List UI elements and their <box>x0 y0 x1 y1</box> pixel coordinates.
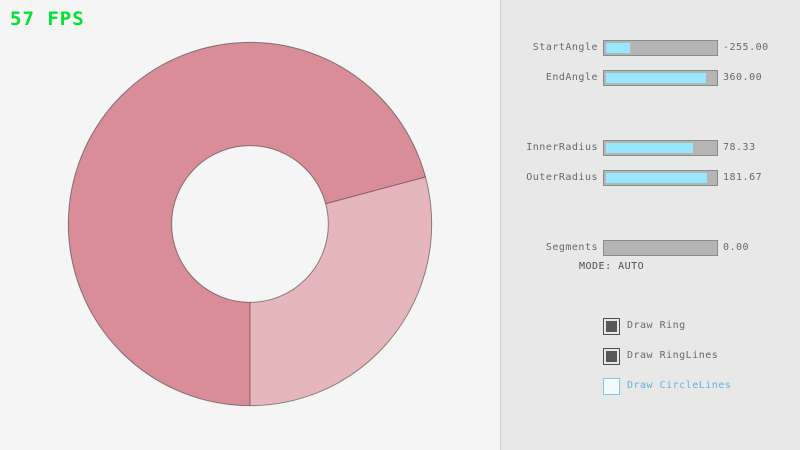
checkbox-row: Draw Ring <box>603 318 793 335</box>
controls-panel: StartAngle -255.00 EndAngle 360.00 Inner… <box>500 0 800 450</box>
end-angle-slider[interactable] <box>603 70 718 86</box>
slider-row: Segments 0.00 <box>501 240 800 256</box>
slider-fill <box>606 43 630 53</box>
slider-value: 181.67 <box>723 172 763 183</box>
draw-ringlines-checkbox[interactable] <box>603 348 620 365</box>
slider-label: InnerRadius <box>526 142 598 153</box>
draw-ring-checkbox[interactable] <box>603 318 620 335</box>
slider-row: EndAngle 360.00 <box>501 70 800 86</box>
start-angle-slider[interactable] <box>603 40 718 56</box>
slider-fill <box>606 173 707 183</box>
segments-mode-text: MODE: AUTO <box>579 261 645 272</box>
outer-radius-slider[interactable] <box>603 170 718 186</box>
slider-row: OuterRadius 181.67 <box>501 170 800 186</box>
slider-label: OuterRadius <box>526 172 598 183</box>
slider-row: InnerRadius 78.33 <box>501 140 800 156</box>
checkbox-row: Draw CircleLines <box>603 378 793 395</box>
slider-fill <box>606 143 693 153</box>
slider-value: -255.00 <box>723 42 769 53</box>
fps-counter: 57 FPS <box>10 8 85 30</box>
checkmark-icon <box>606 351 617 362</box>
draw-circlelines-checkbox[interactable] <box>603 378 620 395</box>
slider-fill <box>606 73 706 83</box>
slider-value: 360.00 <box>723 72 763 83</box>
inner-radius-slider[interactable] <box>603 140 718 156</box>
slider-value: 0.00 <box>723 242 750 253</box>
slider-value: 78.33 <box>723 142 756 153</box>
segments-slider[interactable] <box>603 240 718 256</box>
checkbox-label: Draw RingLines <box>627 350 719 361</box>
checkbox-label: Draw CircleLines <box>627 380 732 391</box>
checkbox-row: Draw RingLines <box>603 348 793 365</box>
ring-chart <box>67 41 433 407</box>
slider-label: Segments <box>545 242 598 253</box>
slider-row: StartAngle -255.00 <box>501 40 800 56</box>
checkmark-icon <box>606 321 617 332</box>
render-canvas: 57 FPS <box>10 8 433 407</box>
slider-label: EndAngle <box>545 72 598 83</box>
slider-label: StartAngle <box>532 42 598 53</box>
checkbox-label: Draw Ring <box>627 320 686 331</box>
